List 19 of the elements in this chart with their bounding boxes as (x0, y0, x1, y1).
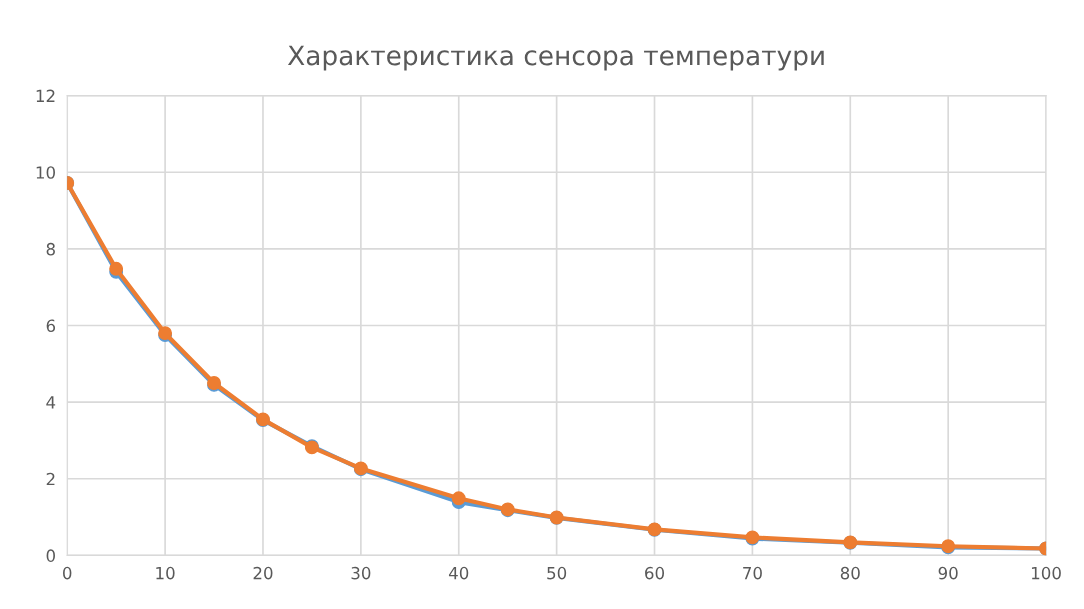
x-tick-label: 80 (840, 566, 860, 580)
x-tick-label: 90 (938, 566, 958, 580)
x-tick-label: 60 (645, 566, 665, 580)
x-tick-label: 100 (1031, 566, 1061, 580)
y-tick-label: 4 (46, 396, 56, 409)
y-tick-label: 0 (46, 549, 55, 562)
y-tick-label: 10 (36, 166, 55, 179)
x-tick-label: 0 (63, 566, 72, 580)
y-tick-label: 12 (36, 89, 55, 102)
y-tick-label: 8 (46, 242, 55, 256)
y-tick-label: 2 (46, 472, 55, 486)
x-tick-label: 30 (351, 566, 371, 580)
x-tick-label: 20 (253, 566, 273, 580)
y-tick-label: 6 (46, 319, 56, 333)
x-tick-label: 40 (448, 566, 469, 580)
x-tick-label: 70 (743, 566, 762, 580)
x-tick-label: 10 (156, 566, 175, 580)
x-tick-label: 50 (547, 566, 567, 580)
chart-title: Характеристика сенсора температури (287, 45, 824, 71)
